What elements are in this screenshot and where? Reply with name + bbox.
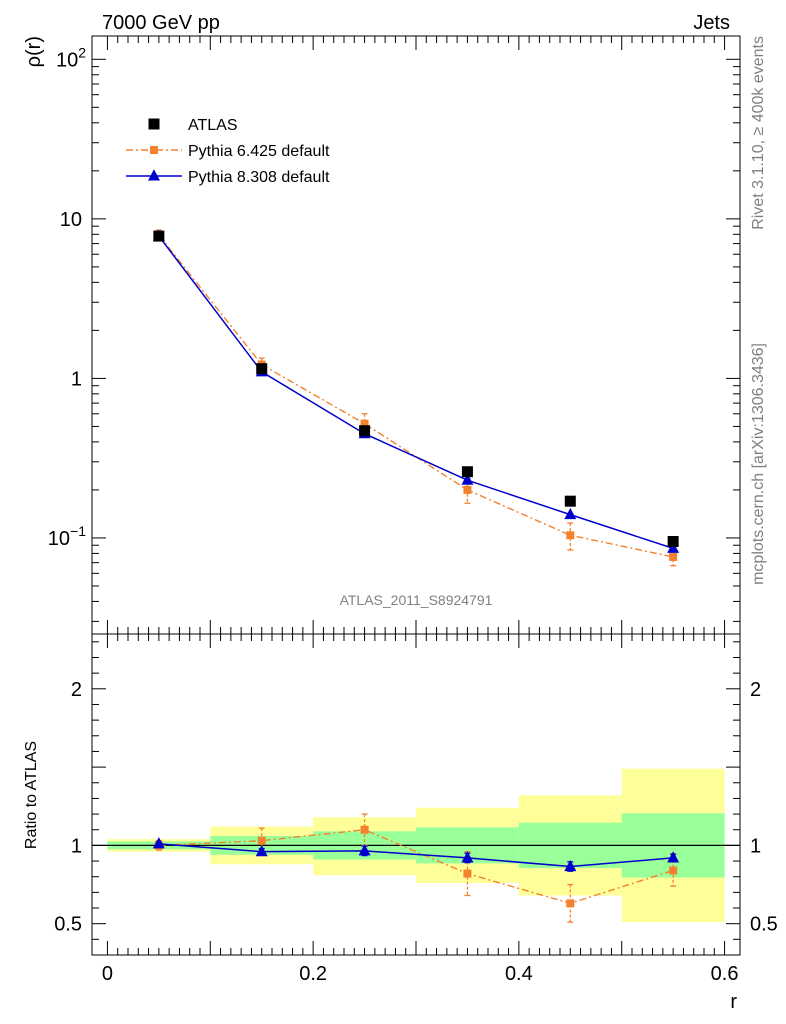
ratio-panel: 0.5 0.5 1 1 2 2 0 0.2 0.4 0.6 Ratio to ATLAS r <box>23 633 778 1013</box>
legend-atlas-label: ATLAS <box>188 117 238 134</box>
ratio-pythia6-point <box>566 899 575 908</box>
ratio-pythia6-point <box>257 836 266 845</box>
atlas-data-point <box>256 363 268 375</box>
x-axis-label: r <box>730 991 737 1013</box>
ratio-y-tick-labels: 0.5 0.5 1 1 2 2 <box>54 679 778 936</box>
x-tick-labels: 0 0.2 0.4 0.6 <box>102 963 739 985</box>
legend: ATLAS Pythia 6.425 default Pythia 8.308 de… <box>126 117 330 186</box>
ratio-y-tick-label-left: 0.5 <box>54 914 82 936</box>
ratio-pythia8-point <box>667 851 680 863</box>
x-tick-label: 0.6 <box>711 963 739 985</box>
pythia6-point <box>360 419 369 428</box>
legend-pythia8-label: Pythia 8.308 default <box>188 169 330 186</box>
x-tick-label: 0.4 <box>505 963 533 985</box>
ratio-pythia6-point <box>669 866 678 875</box>
ratio-pythia8-point <box>358 844 371 856</box>
ratio-pythia8-point <box>255 844 268 857</box>
header-right: Jets <box>693 12 730 34</box>
legend-pythia6-marker <box>150 146 158 154</box>
rivet-label: Rivet 3.1.10, ≥ 400k events <box>750 36 767 230</box>
ratio-y-tick-label-right: 0.5 <box>750 914 778 936</box>
atlas-data-point <box>667 535 679 547</box>
ratio-pythia8-line <box>158 843 674 868</box>
x-tick-label: 0 <box>102 963 113 985</box>
main-series <box>152 229 680 567</box>
mcplots-label: mcplots.cern.ch [arXiv:1306.3436] <box>750 343 767 585</box>
ratio-pythia8-point <box>564 859 577 872</box>
pythia6-point <box>566 531 575 540</box>
legend-atlas-marker <box>148 118 160 130</box>
ratio-y-tick-label-right: 1 <box>750 835 761 857</box>
main-y-axis-label: ρ(r) <box>23 36 45 67</box>
ratio-y-tick-label-right: 2 <box>750 679 761 701</box>
ratio-pythia8-point <box>461 851 474 863</box>
ratio-y-tick-label-left: 2 <box>71 679 82 701</box>
main-y-tick-labels: 10−1 1 10 102 <box>48 44 86 550</box>
ratio-y-axis-label: Ratio to ATLAS <box>23 741 40 849</box>
main-axis-ticks <box>92 36 740 634</box>
pythia6-point <box>463 485 472 494</box>
header-left: 7000 GeV pp <box>102 12 220 34</box>
pythia6-line <box>158 234 674 558</box>
ratio-y-tick-label-left: 1 <box>71 835 82 857</box>
pythia8-point <box>461 473 474 485</box>
atlas-data-point <box>153 230 165 242</box>
main-y-tick-label: 1 <box>71 368 82 390</box>
ratio-pythia6-point <box>360 825 369 834</box>
x-tick-label: 0.2 <box>299 963 327 985</box>
ratio-pythia6-line <box>158 829 674 905</box>
atlas-data-point <box>564 495 576 507</box>
analysis-watermark: ATLAS_2011_S8924791 <box>340 592 493 608</box>
atlas-data-point <box>359 425 371 437</box>
pythia8-point <box>564 507 577 520</box>
ratio-pythia8-point <box>152 837 165 849</box>
main-y-tick-label: 10−1 <box>48 523 86 550</box>
legend-pythia8-marker <box>148 169 160 181</box>
atlas-data-point <box>461 466 473 478</box>
ratio-axis-ticks <box>92 634 740 956</box>
pythia8-line <box>158 235 674 550</box>
ratio-pythia6-point <box>463 869 472 878</box>
main-y-tick-label: 102 <box>56 44 86 71</box>
ratio-series <box>152 813 680 923</box>
pythia6-point <box>669 552 678 561</box>
main-y-tick-label: 10 <box>60 209 82 231</box>
pythia8-point <box>667 541 680 553</box>
main-panel: 10−1 1 10 102 ρ(r) ATLAS_2011_S8924791 ATLA… <box>23 35 741 635</box>
legend-pythia6-label: Pythia 6.425 default <box>188 143 330 160</box>
